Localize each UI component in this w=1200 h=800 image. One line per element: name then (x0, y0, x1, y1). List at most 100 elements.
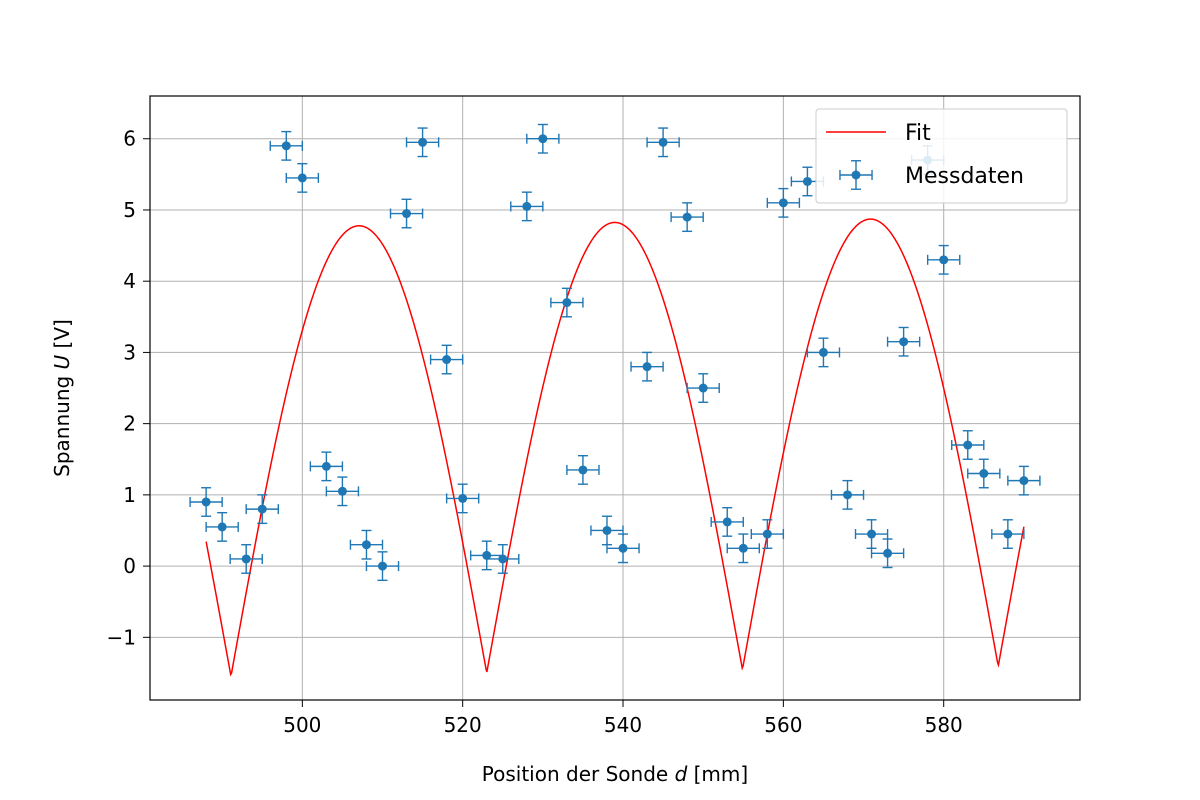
data-point (686, 373, 720, 403)
data-point (429, 344, 464, 375)
data-points-layer (189, 123, 1041, 582)
data-marker (778, 198, 788, 208)
y-tick-label: 3 (123, 340, 136, 364)
data-marker (738, 543, 748, 553)
fit-curve-layer (205, 218, 1025, 677)
data-marker (562, 298, 572, 308)
data-marker (762, 529, 772, 539)
y-tick-label: −1 (107, 625, 136, 649)
data-marker (883, 548, 893, 558)
legend-entry-fit: Fit (905, 121, 931, 146)
data-marker (337, 486, 347, 496)
data-point (285, 162, 320, 193)
data-point (870, 538, 905, 569)
data-marker (458, 493, 468, 503)
data-marker (618, 543, 628, 553)
y-tick-label: 0 (123, 554, 136, 578)
data-point (1007, 465, 1041, 496)
data-point (646, 127, 680, 158)
data-marker (698, 383, 708, 393)
data-marker (361, 540, 371, 550)
legend-entry-messdaten: Messdaten (905, 164, 1024, 189)
data-marker (522, 201, 532, 211)
data-marker (241, 554, 251, 564)
data-marker (217, 522, 227, 532)
data-point (766, 187, 801, 218)
data-point (229, 544, 263, 574)
data-marker (402, 209, 412, 219)
legend-data-swatch (839, 160, 873, 190)
axis-ticks: 500 520 540 560 580 −1 0 1 2 3 4 5 6 (107, 127, 963, 737)
data-marker (802, 176, 812, 186)
data-marker (257, 504, 267, 514)
data-marker (538, 134, 548, 144)
data-point (830, 479, 865, 510)
data-point (630, 351, 664, 382)
data-marker (378, 561, 387, 571)
data-point (550, 287, 584, 318)
x-tick-label: 560 (764, 713, 802, 737)
data-point (726, 533, 761, 564)
data-point (566, 454, 600, 485)
y-tick-label: 1 (123, 483, 136, 507)
data-point (389, 198, 424, 229)
data-marker (442, 355, 452, 365)
data-point (245, 494, 279, 525)
data-point (325, 476, 360, 507)
legend-data-point (839, 160, 873, 190)
data-point (854, 519, 889, 549)
data-point (405, 127, 440, 158)
data-marker (867, 529, 877, 539)
y-axis-label: Spannung U [V] (50, 319, 74, 477)
data-marker (682, 212, 692, 222)
data-point (710, 506, 744, 537)
y-tick-label: 6 (123, 127, 136, 151)
data-marker (281, 141, 291, 151)
data-point (750, 519, 785, 549)
data-point (590, 515, 624, 546)
data-marker (602, 525, 612, 535)
data-point (526, 123, 560, 154)
data-point (205, 511, 239, 542)
data-marker (722, 517, 732, 527)
y-tick-label: 2 (123, 412, 136, 436)
data-marker (851, 170, 861, 180)
legend: Fit Messdaten (815, 108, 1068, 204)
x-axis-label: Position der Sonde d [mm] (482, 762, 748, 786)
data-marker (899, 337, 909, 347)
data-point (886, 326, 921, 357)
x-tick-label: 540 (604, 713, 642, 737)
data-point (670, 202, 704, 233)
data-point (951, 430, 985, 460)
data-point (365, 551, 400, 582)
fit-line (205, 218, 1025, 677)
data-point (349, 529, 384, 560)
data-point (806, 337, 841, 368)
data-marker (201, 497, 211, 507)
y-tick-label: 5 (123, 198, 136, 222)
x-tick-label: 500 (283, 713, 321, 737)
data-marker (642, 362, 652, 372)
data-point (606, 533, 640, 564)
data-marker (843, 490, 852, 500)
plot-area-frame (149, 95, 1081, 701)
data-point (309, 451, 344, 482)
data-point (486, 544, 520, 574)
data-marker (321, 461, 331, 471)
data-marker (1019, 476, 1029, 486)
data-marker (979, 469, 989, 478)
x-tick-label: 520 (444, 713, 482, 737)
data-marker (818, 347, 828, 357)
data-marker (939, 255, 949, 265)
data-point (967, 458, 1001, 489)
data-marker (1003, 529, 1013, 539)
x-tick-label: 580 (925, 713, 963, 737)
data-marker (498, 554, 508, 564)
data-point (510, 191, 544, 222)
data-point (445, 483, 480, 514)
data-point (926, 244, 961, 275)
data-marker (578, 465, 588, 475)
data-marker (418, 137, 428, 147)
data-marker (963, 440, 973, 450)
